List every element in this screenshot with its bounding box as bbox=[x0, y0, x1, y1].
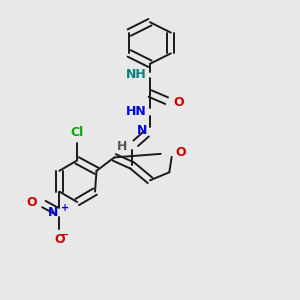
Text: O: O bbox=[174, 96, 184, 109]
Text: H: H bbox=[117, 140, 128, 153]
Text: O: O bbox=[26, 196, 37, 208]
Text: HN: HN bbox=[126, 106, 147, 118]
Text: NH: NH bbox=[126, 68, 147, 81]
Text: O: O bbox=[175, 146, 186, 160]
Text: O: O bbox=[54, 233, 65, 246]
Text: N: N bbox=[47, 206, 58, 219]
Text: +: + bbox=[61, 203, 69, 213]
Text: N: N bbox=[137, 124, 147, 137]
Text: −: − bbox=[60, 230, 69, 240]
Text: Cl: Cl bbox=[70, 126, 84, 139]
